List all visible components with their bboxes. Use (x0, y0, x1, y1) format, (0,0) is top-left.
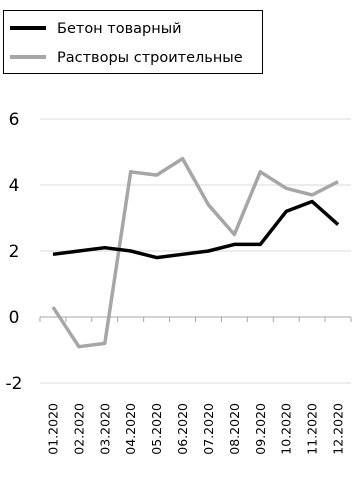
series-line-beton (52, 199, 340, 260)
legend-label-beton: Бетон товарный (57, 21, 182, 37)
y-tick-label: 4 (9, 176, 20, 196)
series-line-rastvory (51, 156, 339, 349)
x-axis: 01.2020 02.2020 03.2020 04.2020 05.2020 06.20… (39, 317, 352, 455)
x-tick-label: 10.2020 (279, 403, 294, 455)
x-tick-label: 02.2020 (71, 403, 86, 455)
y-tick-label: -2 (6, 374, 23, 394)
y-tick-label: 6 (9, 110, 20, 130)
x-tick-label: 09.2020 (253, 403, 268, 455)
series-lines (51, 156, 340, 349)
x-tick-label: 01.2020 (45, 403, 60, 455)
y-axis-tick-labels: -2 0 2 4 6 (6, 110, 23, 394)
x-tick-label: 11.2020 (305, 403, 320, 455)
x-tick-label: 04.2020 (123, 403, 138, 455)
x-tick-label: 08.2020 (227, 403, 242, 455)
x-tick-label: 07.2020 (201, 403, 216, 455)
y-tick-label: 0 (9, 308, 20, 328)
x-tick-label: 06.2020 (175, 403, 190, 455)
x-tick-label: 12.2020 (331, 403, 346, 455)
legend-box (3, 10, 263, 74)
legend-label-rastvory: Растворы строительные (57, 50, 243, 66)
y-tick-label: 2 (9, 242, 20, 262)
x-tick-label: 05.2020 (149, 403, 164, 455)
x-tick-label: 03.2020 (97, 403, 112, 455)
legend: Бетон товарный Растворы строительные (3, 10, 263, 74)
